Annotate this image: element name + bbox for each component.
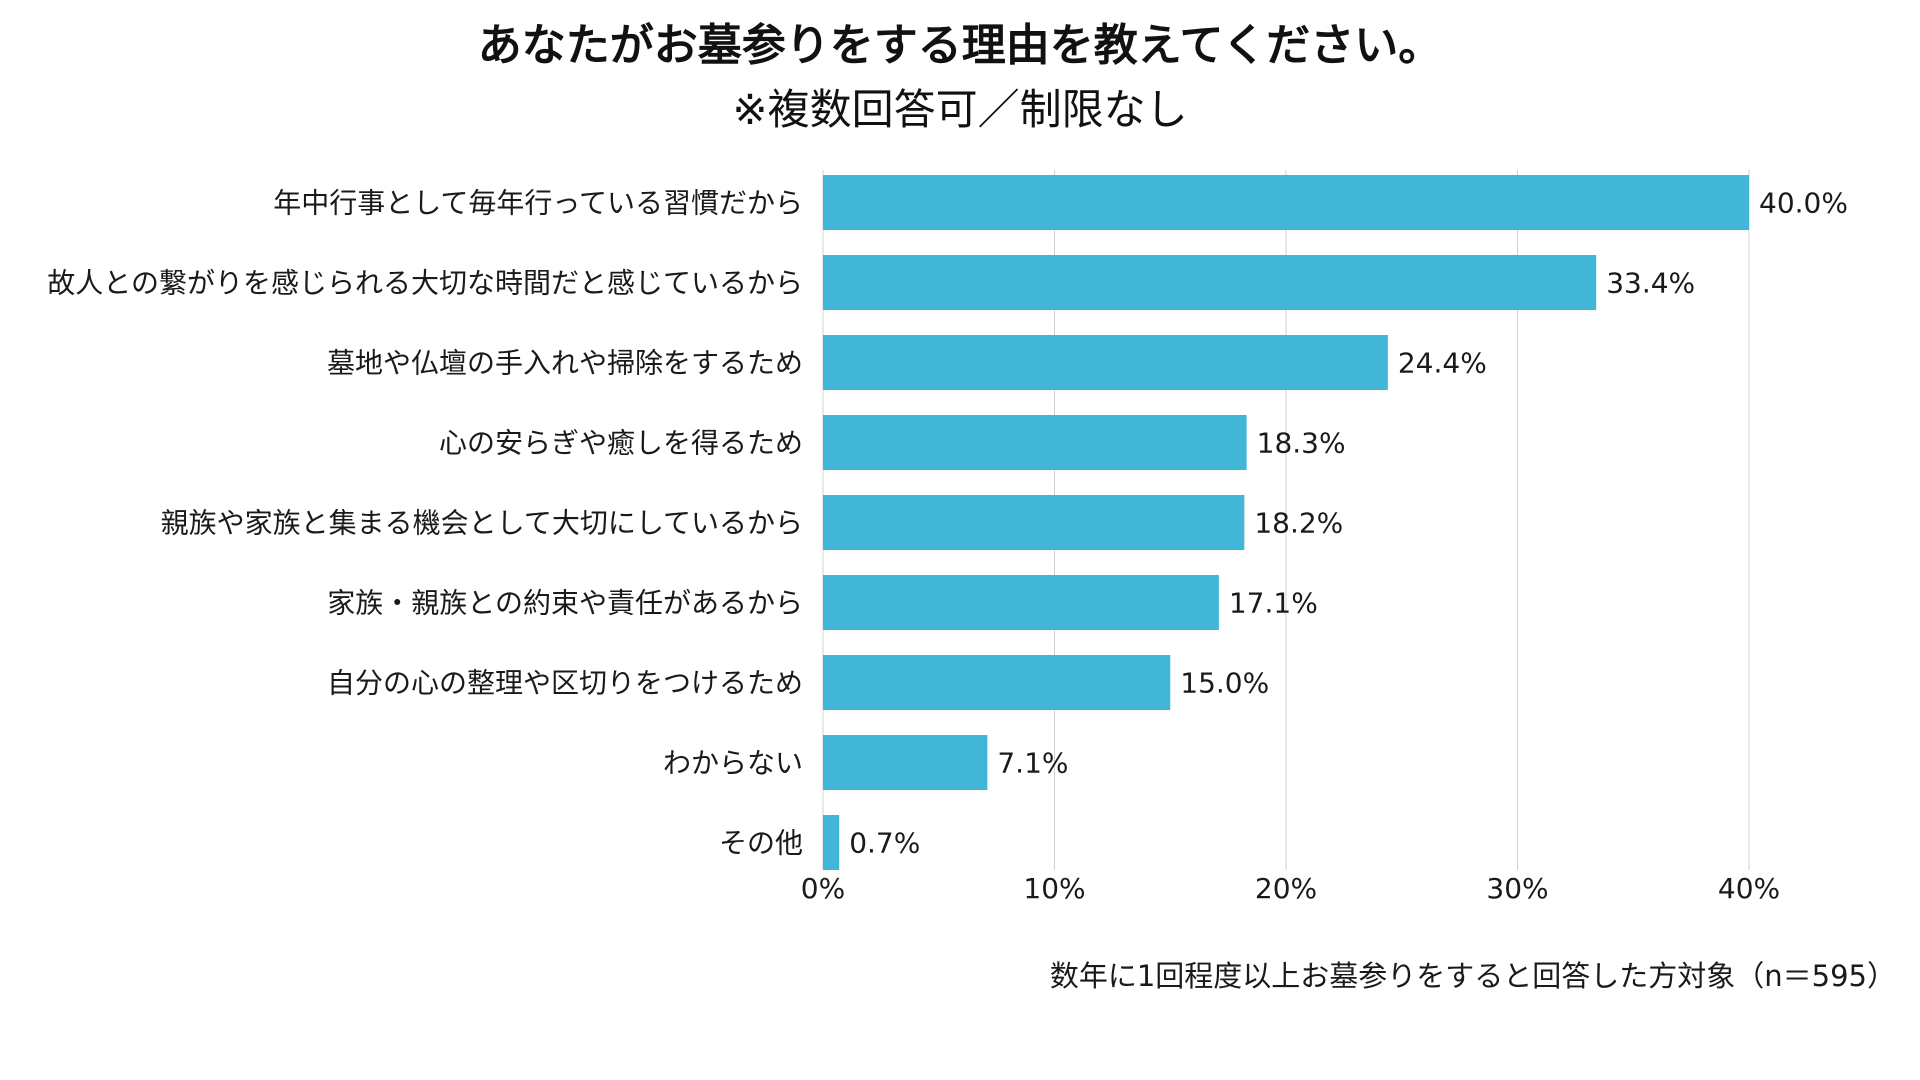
bar — [823, 655, 1170, 710]
bar — [823, 255, 1596, 310]
bar — [823, 575, 1219, 630]
category-label: 自分の心の整理や区切りをつけるため — [327, 667, 803, 700]
data-label: 40.0% — [1759, 187, 1848, 220]
x-tick-label: 30% — [1486, 872, 1548, 905]
bar-chart: 0% 10% 20% 30% 40% 年中行事として毎年行っている習慣だから 40.0% 故人… — [0, 0, 1920, 1080]
data-label: 18.2% — [1254, 507, 1343, 540]
x-tick-label: 0% — [801, 872, 845, 905]
category-label: わからない — [663, 747, 803, 780]
x-tick-label: 40% — [1718, 872, 1780, 905]
category-label: 親族や家族と集まる機会として大切にしているから — [161, 507, 803, 540]
data-label: 24.4% — [1398, 347, 1487, 380]
category-label: 心の安らぎや癒しを得るため — [439, 427, 803, 460]
bar — [823, 735, 987, 790]
bar — [823, 175, 1749, 230]
category-label: 年中行事として毎年行っている習慣だから — [273, 187, 803, 220]
data-label: 0.7% — [849, 827, 920, 860]
bar — [823, 335, 1388, 390]
chart-page: あなたがお墓参りをする理由を教えてください。 ※複数回答可／制限なし 0% 10%… — [0, 0, 1920, 1080]
data-label: 33.4% — [1606, 267, 1695, 300]
bar — [823, 415, 1247, 470]
data-label: 18.3% — [1257, 427, 1346, 460]
bar — [823, 495, 1244, 550]
data-label: 7.1% — [997, 747, 1068, 780]
x-tick-label: 10% — [1023, 872, 1085, 905]
category-label: 家族・親族との約束や責任があるから — [327, 587, 803, 620]
bar — [823, 815, 839, 870]
category-label: その他 — [719, 827, 803, 860]
data-label: 15.0% — [1180, 667, 1269, 700]
data-label: 17.1% — [1229, 587, 1318, 620]
x-tick-label: 20% — [1255, 872, 1317, 905]
sample-footnote: 数年に1回程度以上お墓参りをすると回答した方対象（n＝595） — [1050, 956, 1896, 996]
category-label: 故人との繋がりを感じられる大切な時間だと感じているから — [47, 267, 803, 300]
category-label: 墓地や仏壇の手入れや掃除をするため — [327, 347, 803, 380]
